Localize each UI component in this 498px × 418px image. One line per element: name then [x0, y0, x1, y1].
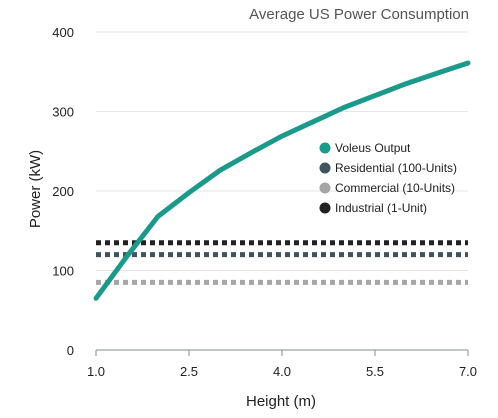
series-group — [93, 60, 471, 301]
axes: 0 100 200 300 400 1.0 2.5 4.0 5.5 7.0 — [52, 25, 477, 379]
legend: Voleus Output Residential (100-Units) Comm… — [319, 141, 458, 215]
legend-item[interactable]: Residential (100-Units) — [319, 161, 458, 175]
x-tick-label: 5.5 — [366, 364, 384, 379]
chart-title: Average US Power Consumption — [249, 6, 469, 23]
legend-label: Industrial (1-Unit) — [335, 201, 427, 215]
legend-marker — [319, 142, 331, 154]
x-tick-label: 4.0 — [273, 364, 291, 379]
y-tick-label: 0 — [67, 343, 74, 358]
legend-marker — [319, 202, 331, 214]
legend-label: Commercial (10-Units) — [335, 181, 455, 195]
x-tick-label: 7.0 — [459, 364, 477, 379]
x-axis-label: Height (m) — [246, 393, 316, 410]
legend-marker — [319, 162, 331, 174]
y-tick-label: 200 — [52, 184, 74, 199]
legend-item[interactable]: Commercial (10-Units) — [319, 181, 456, 195]
legend-label: Residential (100-Units) — [335, 161, 457, 175]
legend-item[interactable]: Voleus Output — [319, 141, 412, 155]
y-axis-label: Power (kW) — [27, 150, 44, 228]
x-tick-label: 2.5 — [180, 364, 198, 379]
legend-label: Voleus Output — [335, 141, 411, 155]
grid-lines — [96, 31, 468, 271]
series-line-voleus-output — [93, 60, 471, 301]
legend-marker — [319, 182, 331, 194]
y-tick-label: 300 — [52, 105, 74, 120]
y-tick-label: 100 — [52, 264, 74, 279]
y-tick-label: 400 — [52, 25, 74, 40]
x-tick-label: 1.0 — [87, 364, 105, 379]
legend-item[interactable]: Industrial (1-Unit) — [319, 201, 428, 215]
